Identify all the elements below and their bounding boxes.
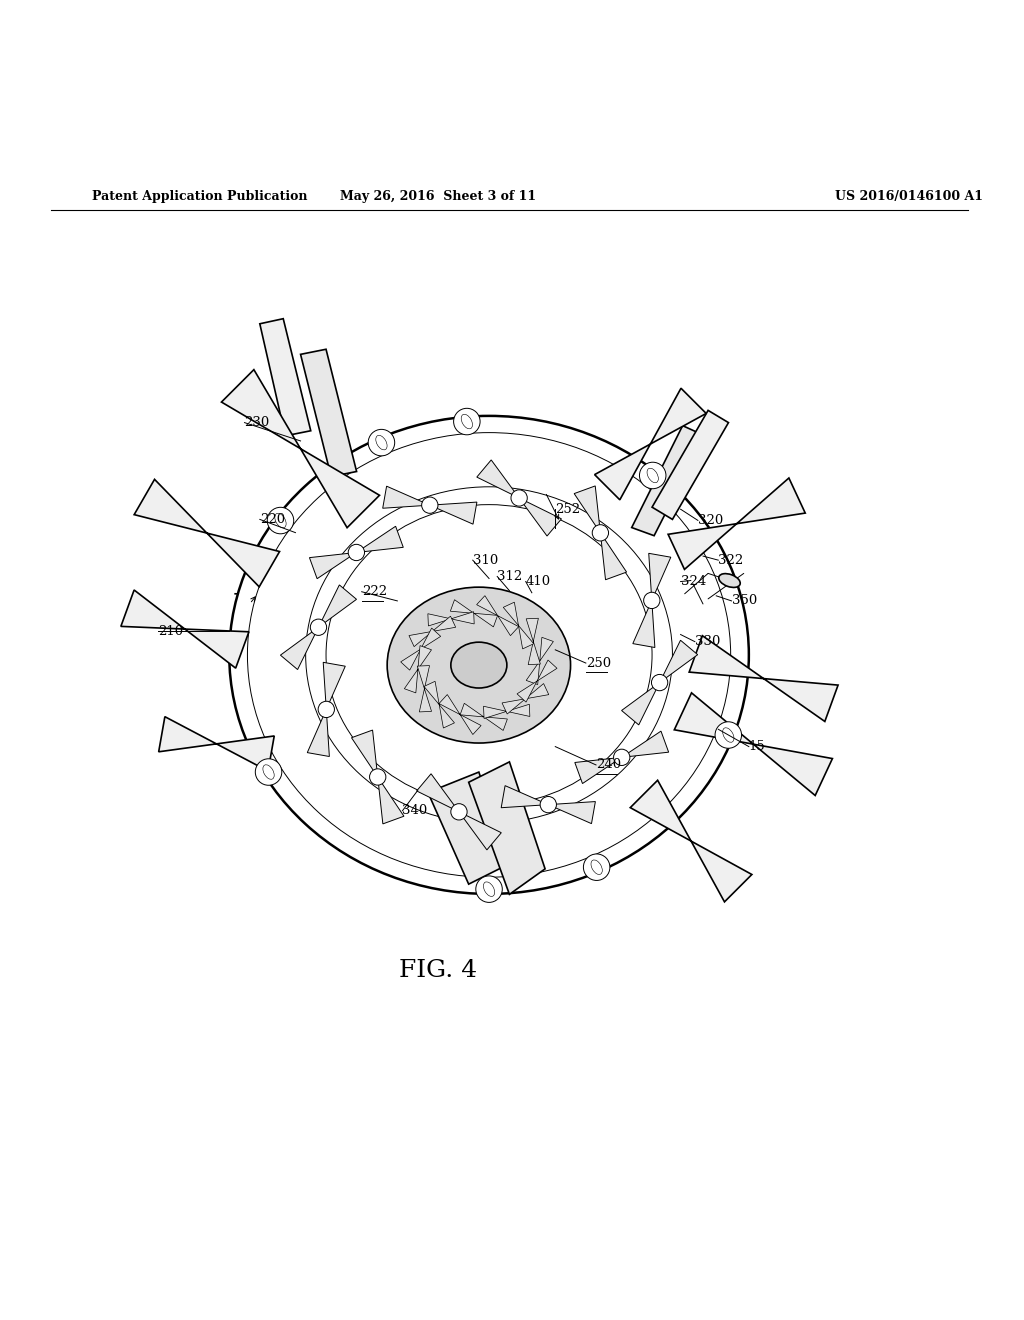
Polygon shape <box>633 553 671 648</box>
Ellipse shape <box>719 574 740 587</box>
Polygon shape <box>674 693 833 796</box>
Ellipse shape <box>376 436 387 450</box>
Circle shape <box>454 408 480 434</box>
Polygon shape <box>526 638 553 685</box>
Circle shape <box>540 796 556 813</box>
Text: 250: 250 <box>586 656 611 669</box>
Polygon shape <box>517 660 557 702</box>
Polygon shape <box>502 684 549 714</box>
Polygon shape <box>121 590 249 668</box>
Circle shape <box>639 462 666 488</box>
Polygon shape <box>652 411 728 519</box>
Circle shape <box>255 759 282 785</box>
Text: 230: 230 <box>245 416 269 429</box>
Text: 324: 324 <box>681 576 706 587</box>
Text: 210: 210 <box>158 624 183 638</box>
Polygon shape <box>307 663 345 756</box>
Text: 310: 310 <box>473 553 498 566</box>
Text: 220: 220 <box>260 513 285 525</box>
Circle shape <box>651 675 668 690</box>
Ellipse shape <box>451 642 507 688</box>
Polygon shape <box>428 772 509 884</box>
Polygon shape <box>477 459 561 536</box>
Circle shape <box>451 804 467 820</box>
Polygon shape <box>439 694 481 734</box>
Polygon shape <box>309 527 403 578</box>
Polygon shape <box>221 370 380 528</box>
Text: 320: 320 <box>698 513 723 527</box>
Text: 340: 340 <box>402 804 428 817</box>
Circle shape <box>644 593 659 609</box>
Polygon shape <box>417 774 502 850</box>
Polygon shape <box>501 785 595 824</box>
Polygon shape <box>483 705 529 718</box>
Circle shape <box>370 768 386 785</box>
Text: FIG. 4: FIG. 4 <box>399 960 477 982</box>
Text: 240: 240 <box>596 759 622 771</box>
Polygon shape <box>460 704 507 730</box>
Polygon shape <box>134 479 280 587</box>
Circle shape <box>613 750 630 766</box>
Polygon shape <box>476 595 519 636</box>
Polygon shape <box>595 388 707 500</box>
Ellipse shape <box>274 513 286 528</box>
Circle shape <box>511 490 527 506</box>
Polygon shape <box>301 350 356 477</box>
Polygon shape <box>428 611 474 626</box>
Text: 410: 410 <box>525 576 551 587</box>
Polygon shape <box>503 602 534 649</box>
Text: 222: 222 <box>361 585 387 598</box>
Polygon shape <box>689 636 838 722</box>
Polygon shape <box>383 486 477 524</box>
Polygon shape <box>526 618 541 664</box>
Ellipse shape <box>723 727 734 742</box>
Polygon shape <box>484 605 514 640</box>
Polygon shape <box>469 762 545 895</box>
Text: US 2016/0146100 A1: US 2016/0146100 A1 <box>836 190 983 203</box>
Polygon shape <box>351 730 403 824</box>
Text: May 26, 2016  Sheet 3 of 11: May 26, 2016 Sheet 3 of 11 <box>340 190 537 203</box>
Ellipse shape <box>387 587 570 743</box>
Polygon shape <box>632 425 706 536</box>
Circle shape <box>310 619 327 635</box>
Text: 15: 15 <box>749 741 766 754</box>
Text: 350: 350 <box>731 594 757 607</box>
Ellipse shape <box>263 764 274 779</box>
Polygon shape <box>159 717 274 771</box>
Ellipse shape <box>461 414 472 429</box>
Circle shape <box>592 524 608 541</box>
Text: 322: 322 <box>718 553 743 566</box>
Text: Patent Application Publication: Patent Application Publication <box>92 190 307 203</box>
Polygon shape <box>507 619 532 649</box>
Circle shape <box>584 854 610 880</box>
Polygon shape <box>400 628 440 671</box>
Circle shape <box>715 722 741 748</box>
Polygon shape <box>424 681 455 729</box>
Polygon shape <box>404 645 431 693</box>
Polygon shape <box>281 585 356 669</box>
Text: 252: 252 <box>555 503 581 516</box>
Circle shape <box>369 429 394 455</box>
Text: 312: 312 <box>498 570 522 583</box>
Polygon shape <box>622 640 697 725</box>
Ellipse shape <box>591 859 602 874</box>
Polygon shape <box>451 599 498 627</box>
Ellipse shape <box>647 469 658 483</box>
Circle shape <box>422 498 438 513</box>
Circle shape <box>476 876 503 903</box>
Ellipse shape <box>229 416 749 894</box>
Circle shape <box>318 701 335 718</box>
Polygon shape <box>418 665 431 711</box>
Polygon shape <box>574 486 627 579</box>
Ellipse shape <box>483 882 495 896</box>
Polygon shape <box>409 616 456 647</box>
Polygon shape <box>574 731 669 784</box>
Polygon shape <box>668 478 805 569</box>
Polygon shape <box>630 780 752 902</box>
Circle shape <box>267 507 294 533</box>
Circle shape <box>348 544 365 561</box>
Polygon shape <box>519 599 548 635</box>
Polygon shape <box>260 318 310 436</box>
Text: 330: 330 <box>695 635 720 648</box>
